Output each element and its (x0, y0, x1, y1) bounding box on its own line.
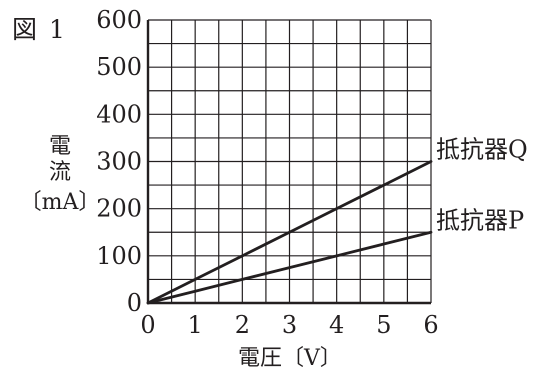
x-tick-label: 0 (140, 311, 155, 339)
series-labels: 抵抗器Q 抵抗器P (436, 136, 528, 235)
axes (146, 20, 431, 305)
y-axis-label-line-2: 流 (49, 160, 71, 185)
series-lines (146, 160, 433, 305)
grid (147, 19, 432, 304)
series-line-1 (146, 160, 433, 305)
y-tick-label: 200 (96, 195, 142, 223)
x-axis-label: 電圧〔V〕 (238, 346, 342, 371)
y-axis-label-line-1: 電 (49, 134, 71, 159)
series-line-2 (146, 230, 433, 305)
y-axis-label-line-3: 〔mA〕 (20, 190, 101, 215)
x-tick-label: 2 (235, 311, 250, 339)
y-tick-label: 500 (96, 53, 142, 81)
y-tick-label: 300 (96, 148, 142, 176)
x-tick-label: 6 (423, 311, 438, 339)
y-tick-label: 100 (96, 242, 142, 270)
y-tick-label: 400 (96, 100, 142, 128)
figure-label: 図 1 (12, 15, 67, 44)
y-tick-label: 0 (127, 289, 142, 317)
x-tick-label: 1 (188, 311, 203, 339)
series-label-2: 抵抗器P (436, 206, 524, 234)
x-tick-label: 3 (282, 311, 297, 339)
tick-labels: 0 1 2 3 4 5 6 0 100 200 300 400 500 600 (96, 6, 438, 339)
x-tick-label: 5 (376, 311, 391, 339)
y-tick-label: 600 (96, 6, 142, 34)
series-label-1: 抵抗器Q (436, 136, 528, 164)
x-tick-label: 4 (329, 311, 344, 339)
